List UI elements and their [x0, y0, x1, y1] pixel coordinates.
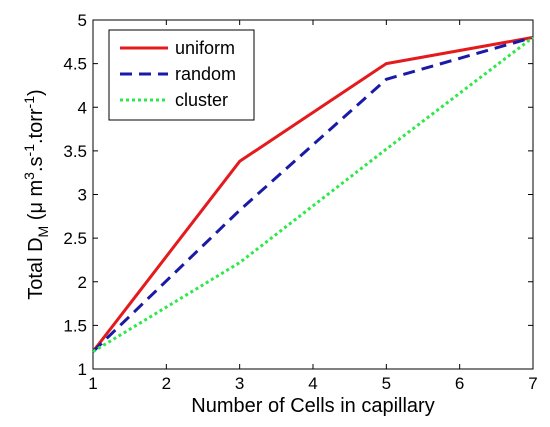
y-tick-label: 1 — [78, 360, 87, 379]
series-line-uniform — [91, 35, 534, 353]
series-layer — [91, 35, 534, 353]
series-line-random — [91, 35, 534, 353]
x-tick-label: 7 — [528, 374, 537, 393]
y-axis-label: Total DM (μ m3.s-1.torr-1) — [21, 89, 51, 299]
y-label-sup1: 3 — [21, 172, 37, 180]
y-label-sup3: -1 — [21, 96, 37, 109]
y-tick-label: 1.5 — [63, 316, 87, 335]
y-tick-label: 3 — [78, 186, 87, 205]
x-tick-label: 5 — [382, 374, 391, 393]
x-tick-label: 6 — [455, 374, 464, 393]
y-tick-label: 3.5 — [63, 142, 87, 161]
legend-box — [108, 29, 255, 121]
legend-label-uniform: uniform — [175, 38, 235, 58]
y-label-prefix: Total D — [25, 237, 47, 299]
y-tick-label: 2 — [78, 273, 87, 292]
ticks-layer: 1 2 3 4 5 6 7 1 1.5 2 2.5 3 3.5 4 4.5 5 — [63, 11, 537, 393]
y-label-suffix: ) — [25, 89, 47, 96]
y-label-sub: M — [35, 226, 51, 238]
legend-label-cluster: cluster — [175, 90, 228, 110]
x-tick-label: 3 — [235, 374, 244, 393]
x-tick-label: 2 — [162, 374, 171, 393]
y-label-mid3: .torr — [25, 108, 47, 144]
y-tick-label: 4 — [78, 98, 87, 117]
y-tick-label: 4.5 — [63, 55, 87, 74]
x-tick-label: 4 — [308, 374, 317, 393]
y-label-mid2: .s — [25, 156, 47, 172]
legend-label-random: random — [175, 64, 236, 84]
x-tick-label: 1 — [88, 374, 97, 393]
y-tick-label: 2.5 — [63, 229, 87, 248]
legend: uniform random cluster — [108, 29, 255, 121]
series-line-cluster — [92, 36, 534, 353]
y-label-mid1: (μ m — [25, 180, 47, 226]
y-label-sup2: -1 — [21, 144, 37, 157]
x-axis-label: Number of Cells in capillary — [191, 395, 434, 417]
y-tick-label: 5 — [78, 11, 87, 30]
